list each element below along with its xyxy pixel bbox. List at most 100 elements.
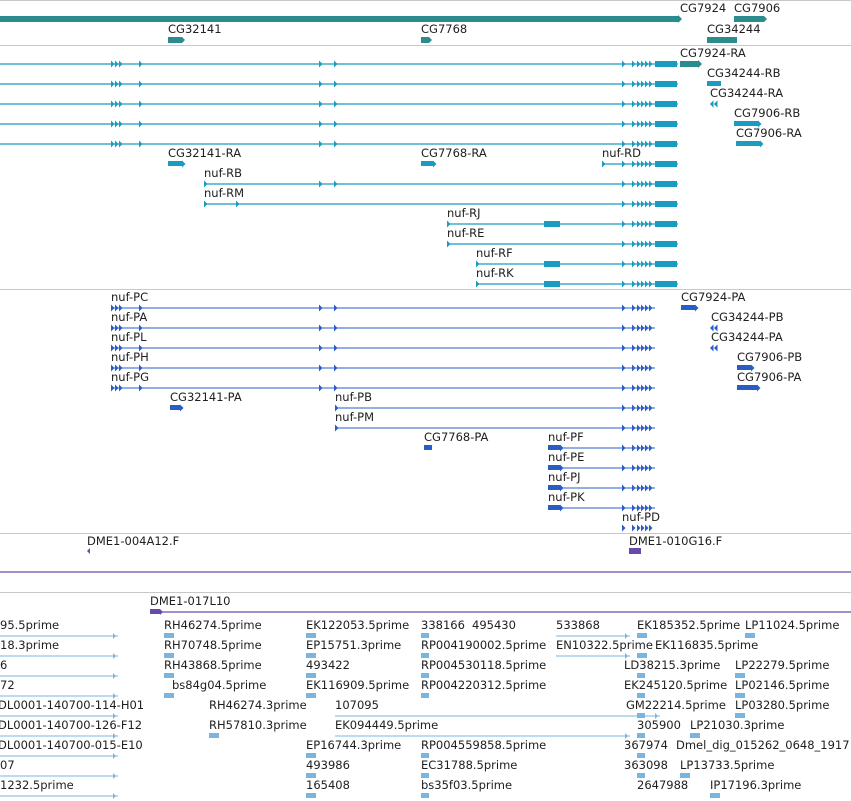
protein-label[interactable]: CG32141-PA: [170, 390, 242, 404]
est-label[interactable]: EK116835.5prime: [655, 638, 759, 652]
transcript-label[interactable]: nuf-RJ: [447, 206, 481, 220]
feature-block: [421, 161, 433, 166]
est-label[interactable]: 533868: [556, 618, 600, 632]
est-label[interactable]: 338166: [421, 618, 465, 632]
feature-arrow: [632, 344, 636, 352]
est-label[interactable]: RH57810.3prime: [209, 718, 307, 732]
protein-label[interactable]: nuf-PK: [548, 490, 585, 504]
est-label[interactable]: DL0001-140700-114-H01: [0, 698, 145, 712]
transcript-label[interactable]: CG34244-RB: [707, 66, 781, 80]
est-label[interactable]: LP02146.5prime: [735, 678, 830, 692]
transcript-label[interactable]: CG7906-RA: [736, 126, 802, 140]
est-label[interactable]: EK122053.5prime: [306, 618, 410, 632]
protein-label[interactable]: nuf-PC: [111, 290, 149, 304]
est-label[interactable]: RP004559858.5prime: [421, 738, 547, 752]
est-label[interactable]: GM22214.5prime: [626, 698, 726, 712]
protein-label[interactable]: nuf-PD: [622, 510, 660, 524]
est-label[interactable]: RH46274.5prime: [164, 618, 262, 632]
protein-label[interactable]: nuf-PJ: [548, 470, 581, 484]
est-label[interactable]: LP03280.5prime: [735, 698, 830, 712]
est-label[interactable]: 2647988: [637, 778, 689, 792]
est-label[interactable]: 493986: [306, 758, 350, 772]
protein-label[interactable]: nuf-PH: [111, 350, 149, 364]
transcript-label[interactable]: CG32141-RA: [168, 146, 242, 160]
est-label[interactable]: EP15751.3prime: [306, 638, 402, 652]
protein-label[interactable]: nuf-PA: [111, 310, 148, 324]
protein-label[interactable]: CG7924-PA: [681, 290, 746, 304]
protein-label[interactable]: nuf-PE: [548, 450, 585, 464]
protein-label[interactable]: CG7906-PB: [737, 350, 803, 364]
est-label[interactable]: 95.5prime: [0, 618, 60, 632]
est-label[interactable]: RP004190002.5prime: [421, 638, 547, 652]
transcript-label[interactable]: nuf-RF: [476, 246, 513, 260]
est-label[interactable]: 165408: [306, 778, 350, 792]
est-label[interactable]: bs35f03.5prime: [421, 778, 513, 792]
est-label[interactable]: DL0001-140700-015-E10: [0, 738, 143, 752]
est-label[interactable]: LP11024.5prime: [745, 618, 840, 632]
est-label[interactable]: 305900: [637, 718, 681, 732]
est-label[interactable]: 18.3prime: [0, 638, 60, 652]
feature-arrow: [632, 180, 636, 188]
clone-label[interactable]: DME1-017L10: [150, 594, 231, 608]
protein-label[interactable]: nuf-PB: [335, 390, 372, 404]
gene-label[interactable]: CG7924: [680, 1, 727, 15]
est-label[interactable]: 493422: [306, 658, 350, 672]
gene-label[interactable]: CG7768: [421, 22, 468, 36]
transcript-label[interactable]: nuf-RM: [204, 186, 245, 200]
feature-arrow: [641, 260, 645, 268]
transcript-label[interactable]: CG7924-RA: [680, 46, 746, 60]
est-label[interactable]: EK185352.5prime: [637, 618, 741, 632]
protein-label[interactable]: CG7906-PA: [737, 370, 802, 384]
transcript-label[interactable]: nuf-RD: [602, 146, 641, 160]
est-label[interactable]: EK245120.5prime: [624, 678, 728, 692]
gene-label[interactable]: CG7906: [734, 1, 781, 15]
est-label[interactable]: EN10322.5prime: [556, 638, 653, 652]
clone-label[interactable]: DME1-010G16.F: [629, 534, 723, 548]
feature-arrow: [139, 100, 143, 108]
protein-label[interactable]: CG34244-PA: [711, 330, 783, 344]
protein-label[interactable]: nuf-PF: [548, 430, 584, 444]
feature-arrow: [645, 524, 649, 532]
est-label[interactable]: 367974: [624, 738, 668, 752]
est-label[interactable]: RP004530118.5prime: [421, 658, 547, 672]
est-label[interactable]: IP17196.3prime: [710, 778, 802, 792]
est-label[interactable]: 07: [0, 758, 15, 772]
est-label[interactable]: Dmel_dig_015262_0648_1917: [676, 738, 850, 752]
est-label[interactable]: LP22279.5prime: [735, 658, 830, 672]
transcript-label[interactable]: nuf-RE: [447, 226, 485, 240]
est-label[interactable]: LP21030.3prime: [690, 718, 785, 732]
est-label[interactable]: 495430: [472, 618, 516, 632]
est-label[interactable]: 1232.5prime: [0, 778, 74, 792]
protein-label[interactable]: nuf-PL: [111, 330, 147, 344]
est-label[interactable]: EP16744.3prime: [306, 738, 402, 752]
est-label[interactable]: EK116909.5prime: [306, 678, 410, 692]
est-label[interactable]: RP004220312.5prime: [421, 678, 547, 692]
transcript-label[interactable]: nuf-RK: [476, 266, 514, 280]
est-label[interactable]: RH46274.3prime: [209, 698, 307, 712]
protein-label[interactable]: CG34244-PB: [711, 310, 784, 324]
protein-label[interactable]: CG7768-PA: [424, 430, 489, 444]
est-label[interactable]: RH70748.5prime: [164, 638, 262, 652]
feature-arrow: [637, 240, 641, 248]
est-label[interactable]: EK094449.5prime: [335, 718, 439, 732]
gene-label[interactable]: CG32141: [168, 22, 222, 36]
est-label[interactable]: 363098: [624, 758, 668, 772]
est-label[interactable]: DL0001-140700-126-F12: [0, 718, 143, 732]
est-label[interactable]: LD38215.3prime: [624, 658, 721, 672]
gene-label[interactable]: CG34244: [707, 22, 761, 36]
protein-label[interactable]: nuf-PM: [335, 410, 375, 424]
est-label[interactable]: RH43868.5prime: [164, 658, 262, 672]
transcript-label[interactable]: CG7768-RA: [421, 146, 487, 160]
est-label[interactable]: bs84g04.5prime: [172, 678, 267, 692]
protein-label[interactable]: nuf-PG: [111, 370, 149, 384]
feature-arrow: [622, 444, 626, 452]
est-label[interactable]: LP13733.5prime: [680, 758, 775, 772]
est-label[interactable]: 72: [0, 678, 15, 692]
est-label[interactable]: 6: [0, 658, 8, 672]
transcript-label[interactable]: CG34244-RA: [710, 86, 784, 100]
est-label[interactable]: EC31788.5prime: [421, 758, 518, 772]
clone-label[interactable]: DME1-004A12.F: [87, 534, 180, 548]
transcript-label[interactable]: nuf-RB: [204, 166, 243, 180]
transcript-label[interactable]: CG7906-RB: [734, 106, 801, 120]
est-label[interactable]: 107095: [335, 698, 379, 712]
